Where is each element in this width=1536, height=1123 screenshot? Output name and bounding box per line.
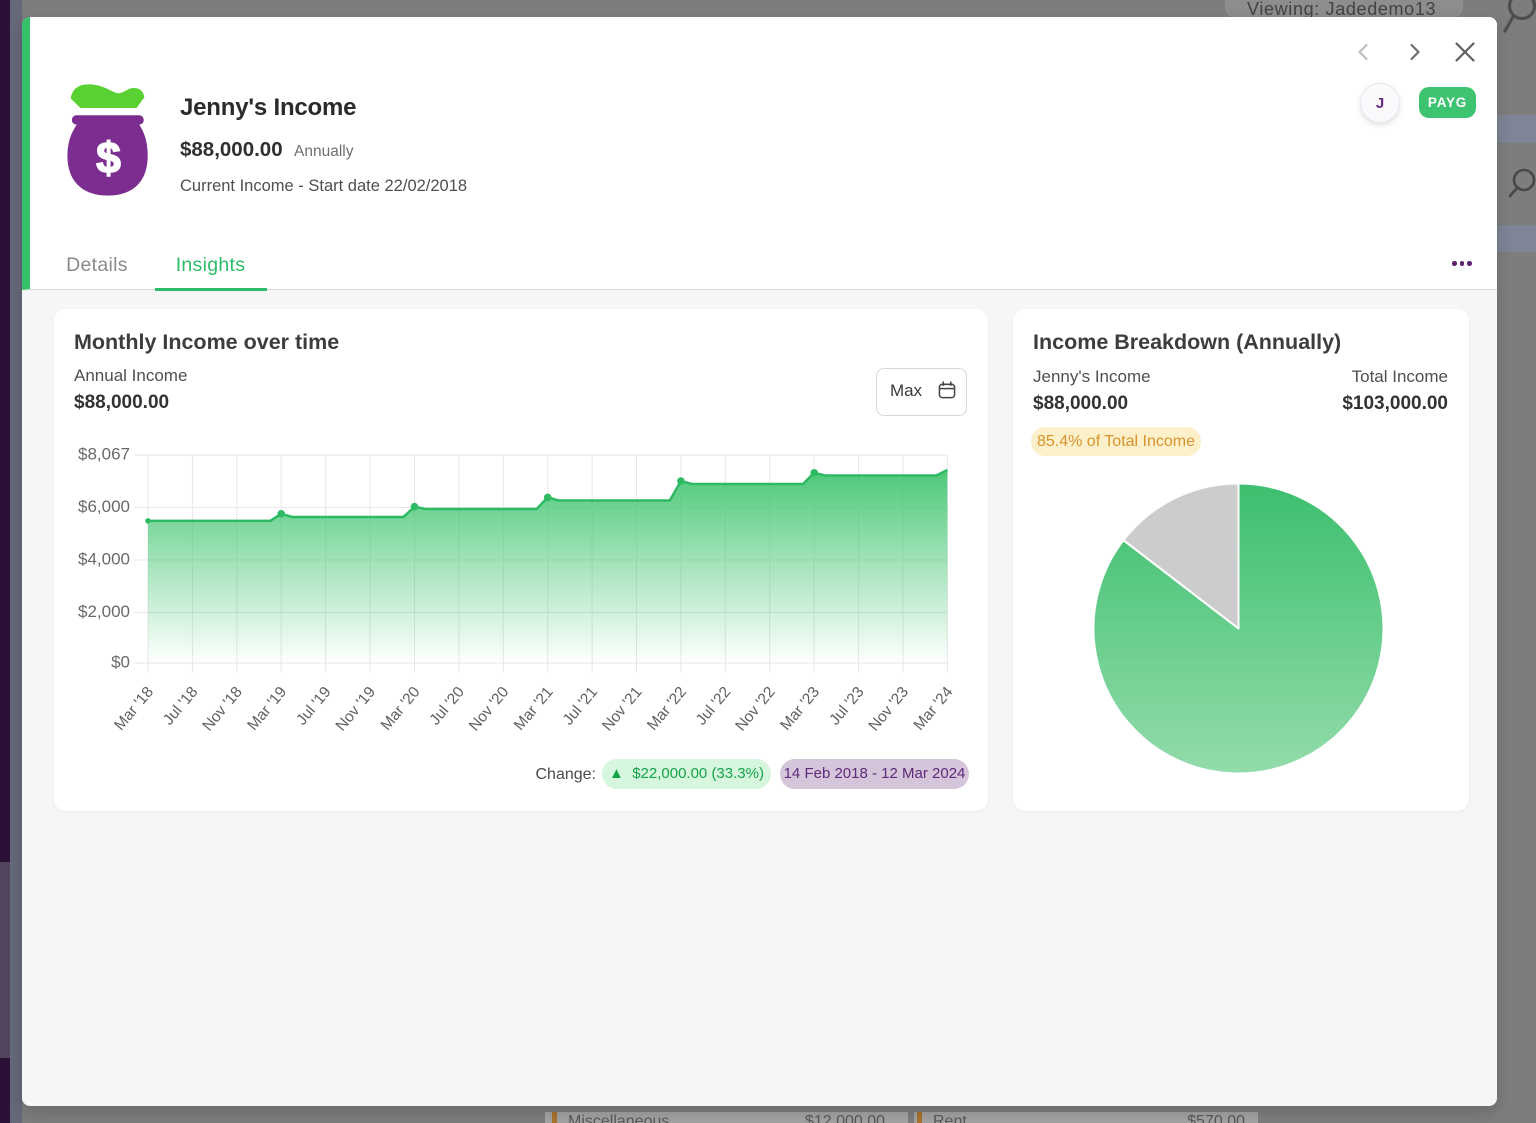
svg-text:$: $: [96, 134, 120, 183]
svg-text:Nov '21: Nov '21: [599, 684, 645, 735]
svg-text:Mar '18: Mar '18: [111, 684, 157, 734]
svg-text:Jul '22: Jul '22: [693, 684, 735, 729]
svg-text:Nov '18: Nov '18: [199, 684, 245, 735]
svg-text:Nov '20: Nov '20: [466, 683, 513, 734]
svg-text:Mar '22: Mar '22: [644, 684, 690, 734]
svg-text:Mar '19: Mar '19: [244, 684, 290, 734]
svg-text:$8,067: $8,067: [78, 445, 130, 464]
svg-text:Nov '23: Nov '23: [866, 684, 912, 735]
svg-text:$0: $0: [111, 653, 130, 672]
svg-text:$2,000: $2,000: [78, 602, 130, 621]
svg-text:Jul '23: Jul '23: [826, 684, 868, 729]
svg-text:Jul '19: Jul '19: [293, 684, 335, 729]
svg-text:Nov '22: Nov '22: [732, 684, 778, 735]
svg-text:Jul '18: Jul '18: [160, 684, 202, 729]
svg-text:Mar '21: Mar '21: [511, 684, 557, 734]
svg-text:Jul '20: Jul '20: [426, 683, 468, 728]
svg-text:Mar '24: Mar '24: [911, 683, 957, 733]
svg-text:Mar '20: Mar '20: [378, 683, 424, 733]
svg-text:Nov '19: Nov '19: [333, 684, 379, 735]
svg-text:Mar '23: Mar '23: [777, 684, 823, 734]
svg-text:Jul '21: Jul '21: [560, 684, 602, 729]
svg-text:$6,000: $6,000: [78, 497, 130, 516]
svg-text:$4,000: $4,000: [78, 550, 130, 569]
